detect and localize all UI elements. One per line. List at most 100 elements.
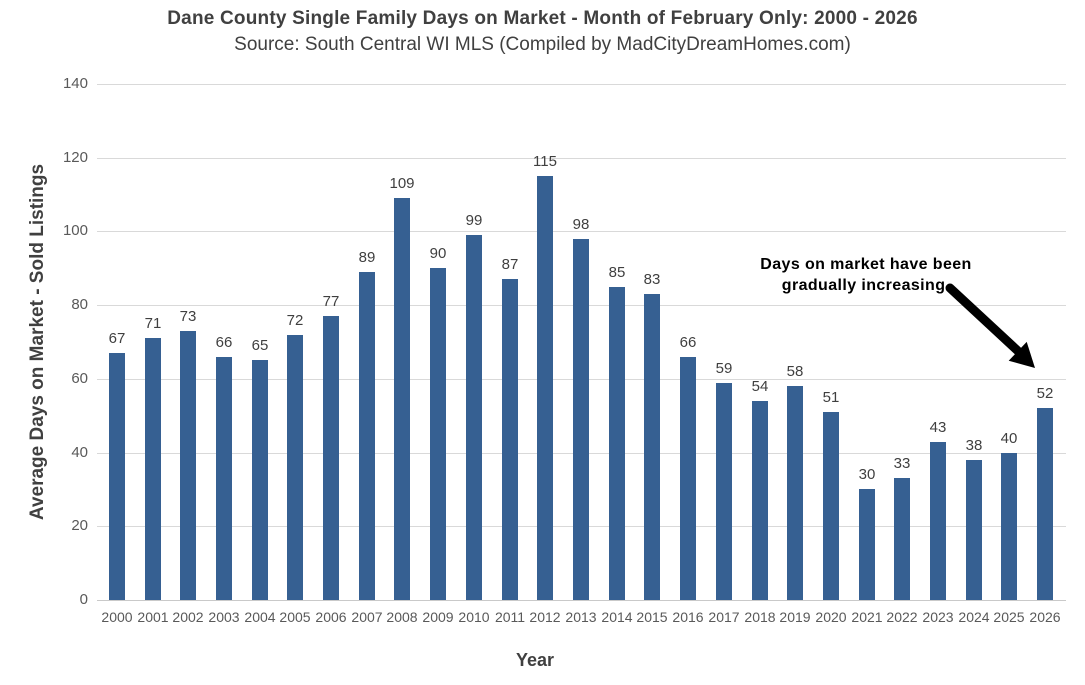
x-tick-label-2019: 2019 xyxy=(779,609,811,625)
data-label-2016: 66 xyxy=(679,334,697,351)
bar-2000 xyxy=(109,353,125,600)
data-label-2013: 98 xyxy=(572,216,590,233)
x-tick-label-2024: 2024 xyxy=(958,609,990,625)
bar-2007 xyxy=(359,272,375,600)
bar-2025 xyxy=(1001,453,1017,600)
data-label-2003: 66 xyxy=(215,334,233,351)
bar-2009 xyxy=(430,268,446,600)
annotation-arrow-icon xyxy=(945,283,1035,368)
data-label-2000: 67 xyxy=(108,330,126,347)
x-tick-label-2006: 2006 xyxy=(315,609,347,625)
x-tick-label-2007: 2007 xyxy=(351,609,383,625)
y-tick-label-120: 120 xyxy=(62,149,88,166)
x-tick-label-2016: 2016 xyxy=(672,609,704,625)
bar-2023 xyxy=(930,442,946,600)
data-label-2023: 43 xyxy=(929,419,947,436)
data-label-2002: 73 xyxy=(179,308,197,325)
bar-2015 xyxy=(644,294,660,600)
x-axis-line xyxy=(97,600,1066,601)
data-label-2014: 85 xyxy=(608,264,626,281)
bar-2005 xyxy=(287,335,303,600)
bar-2013 xyxy=(573,239,589,600)
gridline-140 xyxy=(97,84,1066,85)
data-label-2019: 58 xyxy=(786,363,804,380)
y-tick-label-20: 20 xyxy=(71,517,88,534)
x-axis-title: Year xyxy=(515,650,555,670)
data-label-2025: 40 xyxy=(1000,430,1018,447)
data-label-2010: 99 xyxy=(465,212,483,229)
data-label-2026: 52 xyxy=(1036,385,1054,402)
data-label-2017: 59 xyxy=(715,360,733,377)
bar-2008 xyxy=(394,198,410,600)
chart-title: Dane County Single Family Days on Market… xyxy=(167,8,918,29)
data-label-2007: 89 xyxy=(358,249,376,266)
bar-2019 xyxy=(787,386,803,600)
data-label-2004: 65 xyxy=(251,337,269,354)
data-label-2021: 30 xyxy=(858,466,876,483)
bar-2012 xyxy=(537,176,553,600)
data-label-2022: 33 xyxy=(893,455,911,472)
data-label-2024: 38 xyxy=(965,437,983,454)
gridline-120 xyxy=(97,158,1066,159)
data-label-2001: 71 xyxy=(144,315,162,332)
annotation-line-2: gradually increasing. xyxy=(781,277,951,294)
x-tick-label-2005: 2005 xyxy=(279,609,311,625)
x-tick-label-2022: 2022 xyxy=(886,609,918,625)
bar-2018 xyxy=(752,401,768,600)
bar-2021 xyxy=(859,489,875,600)
annotation-line-1: Days on market have been xyxy=(760,256,972,273)
y-tick-label-100: 100 xyxy=(62,222,88,239)
data-label-2018: 54 xyxy=(751,378,769,395)
x-tick-label-2010: 2010 xyxy=(458,609,490,625)
x-tick-label-2001: 2001 xyxy=(137,609,169,625)
x-tick-label-2002: 2002 xyxy=(172,609,204,625)
bar-2003 xyxy=(216,357,232,600)
bar-2022 xyxy=(894,478,910,600)
x-tick-label-2009: 2009 xyxy=(422,609,454,625)
x-tick-label-2025: 2025 xyxy=(993,609,1025,625)
x-tick-label-2008: 2008 xyxy=(386,609,418,625)
data-label-2006: 77 xyxy=(322,293,340,310)
bar-2017 xyxy=(716,383,732,600)
data-label-2020: 51 xyxy=(822,389,840,406)
data-label-2011: 87 xyxy=(501,256,519,273)
y-tick-label-140: 140 xyxy=(62,75,88,92)
y-tick-label-80: 80 xyxy=(71,296,88,313)
bar-2004 xyxy=(252,360,268,600)
data-label-2005: 72 xyxy=(286,312,304,329)
gridline-100 xyxy=(97,231,1066,232)
y-tick-label-0: 0 xyxy=(79,591,88,608)
chart-subtitle: Source: South Central WI MLS (Compiled b… xyxy=(234,34,851,55)
annotation-text: Days on market have been gradually incre… xyxy=(730,254,1002,296)
data-label-2009: 90 xyxy=(429,245,447,262)
bar-2010 xyxy=(466,235,482,600)
x-tick-label-2015: 2015 xyxy=(636,609,668,625)
data-label-2015: 83 xyxy=(643,271,661,288)
bar-2024 xyxy=(966,460,982,600)
bar-2020 xyxy=(823,412,839,600)
bar-2014 xyxy=(609,287,625,600)
bar-2002 xyxy=(180,331,196,600)
x-tick-label-2020: 2020 xyxy=(815,609,847,625)
x-tick-label-2026: 2026 xyxy=(1029,609,1061,625)
x-tick-label-2013: 2013 xyxy=(565,609,597,625)
x-tick-label-2018: 2018 xyxy=(744,609,776,625)
x-tick-label-2023: 2023 xyxy=(922,609,954,625)
y-tick-label-60: 60 xyxy=(71,370,88,387)
x-tick-label-2012: 2012 xyxy=(529,609,561,625)
bar-2006 xyxy=(323,316,339,600)
x-tick-label-2004: 2004 xyxy=(244,609,276,625)
y-tick-label-40: 40 xyxy=(71,444,88,461)
bar-2016 xyxy=(680,357,696,600)
x-tick-label-2011: 2011 xyxy=(494,609,526,625)
data-label-2008: 109 xyxy=(389,175,415,192)
data-label-2012: 115 xyxy=(533,153,557,170)
x-tick-label-2014: 2014 xyxy=(601,609,633,625)
y-axis-title: Average Days on Market - Sold Listings xyxy=(27,163,48,521)
bar-2001 xyxy=(145,338,161,600)
bar-2011 xyxy=(502,279,518,600)
x-tick-label-2003: 2003 xyxy=(208,609,240,625)
x-tick-label-2000: 2000 xyxy=(101,609,133,625)
bar-2026 xyxy=(1037,408,1053,600)
